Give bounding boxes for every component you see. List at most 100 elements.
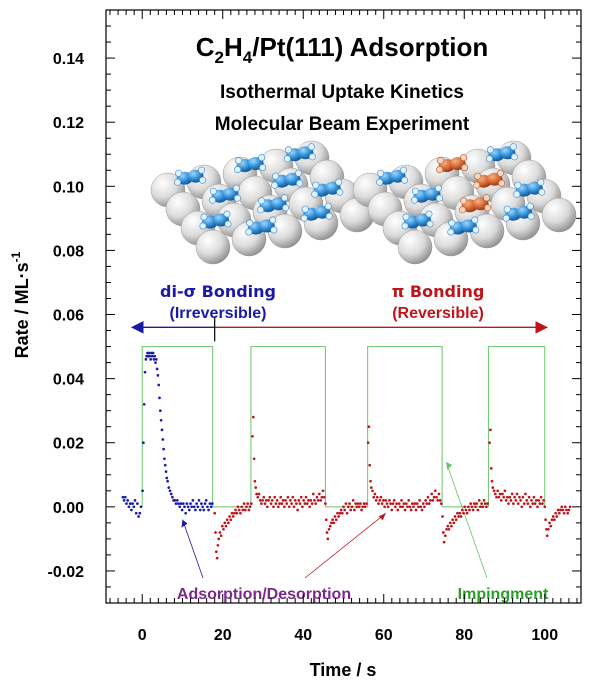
x-tick-label: 80 <box>455 627 473 644</box>
data-point <box>278 502 281 505</box>
data-point <box>504 499 508 502</box>
di-sigma-ethylene-molecule <box>485 143 518 163</box>
data-point <box>130 508 133 512</box>
di-sigma-sub-label: (Irreversible) <box>170 305 267 322</box>
chart-title-sub-4: 4 <box>243 48 253 67</box>
data-point <box>336 511 339 515</box>
data-point <box>483 502 487 505</box>
data-point <box>450 524 453 528</box>
data-point <box>531 502 535 505</box>
hydrogen-atom <box>401 176 409 184</box>
data-point <box>550 518 554 522</box>
data-point <box>420 508 424 512</box>
data-point <box>392 499 396 502</box>
data-point <box>260 502 263 505</box>
data-point <box>475 502 479 505</box>
hydrogen-atom <box>258 154 266 162</box>
data-point <box>425 502 429 505</box>
data-point <box>328 524 332 528</box>
hydrogen-atom <box>258 197 266 205</box>
data-point <box>313 499 316 502</box>
data-point <box>128 502 132 505</box>
data-point <box>492 489 496 493</box>
hydrogen-atom <box>460 154 468 162</box>
data-point <box>501 492 504 496</box>
data-point <box>155 367 159 371</box>
data-point <box>360 508 363 512</box>
data-point <box>544 518 547 522</box>
data-point <box>555 515 559 518</box>
data-point <box>525 499 529 502</box>
data-point <box>488 441 491 445</box>
data-point <box>141 489 144 493</box>
data-point <box>239 511 242 515</box>
data-point <box>296 508 299 512</box>
data-point <box>165 476 169 480</box>
data-point <box>327 527 331 531</box>
di-sigma-ethylene-molecule <box>257 194 290 214</box>
data-point <box>349 508 353 512</box>
hydrogen-atom <box>527 212 535 220</box>
data-point <box>181 502 185 505</box>
data-point <box>319 499 322 502</box>
data-point <box>526 502 530 505</box>
data-point <box>234 508 237 512</box>
chart-subtitle-line-2: Molecular Beam Experiment <box>215 114 470 135</box>
hydrogen-atom <box>259 164 267 172</box>
hydrogen-atom <box>377 169 385 177</box>
data-point <box>445 527 448 531</box>
data-point <box>220 524 224 528</box>
data-point <box>153 354 157 358</box>
data-point <box>125 502 128 505</box>
hydrogen-atom <box>199 176 207 184</box>
data-point <box>214 531 217 534</box>
hydrogen-atom <box>324 202 332 210</box>
y-tick-label: 0.08 <box>53 243 84 260</box>
data-point <box>242 502 246 505</box>
data-point <box>154 361 157 364</box>
data-point <box>456 511 459 515</box>
data-point <box>317 492 321 496</box>
data-point <box>427 502 431 505</box>
data-point <box>497 495 501 499</box>
hydrogen-atom <box>308 153 316 161</box>
y-tick-label: 0.12 <box>53 115 84 132</box>
data-point <box>224 524 228 528</box>
data-point <box>466 505 470 509</box>
data-point <box>295 502 298 505</box>
platinum-atom <box>195 229 231 265</box>
data-point <box>214 550 218 554</box>
hydrogen-atom <box>502 214 510 222</box>
data-point <box>268 495 272 499</box>
data-point <box>200 502 203 505</box>
data-point <box>415 502 419 505</box>
data-point <box>219 534 223 538</box>
data-point <box>406 505 409 509</box>
data-point <box>302 499 305 502</box>
data-point <box>345 511 349 515</box>
impingement-label: Impingment <box>458 586 549 603</box>
data-point <box>521 495 525 499</box>
data-point <box>325 531 329 534</box>
hydrogen-atom <box>447 228 455 236</box>
data-point <box>322 495 326 499</box>
data-point <box>274 502 278 505</box>
data-point <box>401 505 405 509</box>
data-point <box>563 505 567 509</box>
hydrogen-atom <box>503 205 511 213</box>
pi-bonded-ethylene-molecule <box>473 169 506 189</box>
data-point <box>559 508 562 512</box>
platinum-atom <box>397 229 433 265</box>
data-point <box>159 418 163 422</box>
data-point <box>241 508 245 512</box>
hydrogen-atom <box>301 205 309 213</box>
di-sigma-label: di-σ Bonding <box>160 282 276 301</box>
data-point <box>309 499 313 502</box>
data-point <box>471 508 475 512</box>
data-point <box>408 505 412 509</box>
di-sigma-ethylene-molecule <box>447 216 480 236</box>
data-point <box>412 505 415 509</box>
data-point <box>152 358 156 361</box>
data-point <box>470 505 474 509</box>
hydrogen-atom <box>425 210 433 218</box>
